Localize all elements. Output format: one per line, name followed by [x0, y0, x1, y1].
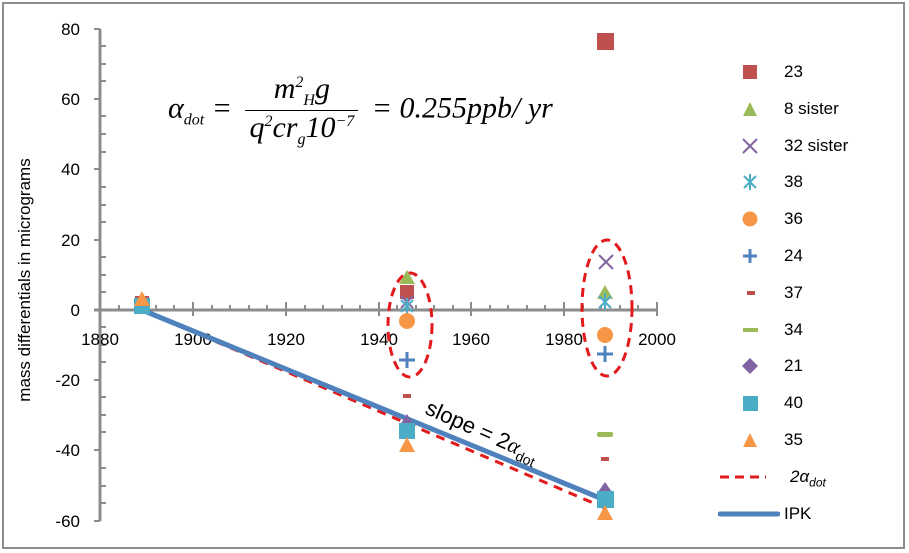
- legend-item-2-alpha-dot: 2αdot: [718, 465, 888, 502]
- triangle-marker-icon: [743, 101, 757, 116]
- marker-21: [400, 414, 414, 425]
- square-marker-icon: [743, 65, 757, 79]
- legend-item-ipk: IPK: [718, 502, 888, 539]
- marker-38: [598, 293, 612, 310]
- svg-text:1980: 1980: [545, 330, 583, 349]
- svg-text:40: 40: [61, 160, 80, 179]
- marker-40: [597, 491, 614, 508]
- cluster-ellipse-1946: [386, 271, 434, 379]
- marker-8-sister: [597, 285, 613, 299]
- legend-item-37: 37: [718, 281, 888, 318]
- svg-text:0: 0: [71, 301, 80, 320]
- diamond-marker-icon: [742, 358, 758, 375]
- legend-item-38: 38: [718, 170, 888, 207]
- svg-text:1960: 1960: [452, 330, 490, 349]
- square-marker-icon: [743, 396, 758, 412]
- legend-item-21: 21: [718, 354, 888, 391]
- marker-34: [597, 432, 613, 437]
- svg-text:1940: 1940: [360, 330, 398, 349]
- svg-text:60: 60: [61, 90, 80, 109]
- legend-item-8-sister: 8 sister: [718, 97, 888, 134]
- svg-text:1880: 1880: [81, 330, 119, 349]
- dashed-line-icon: [720, 475, 766, 479]
- legend-item-32-sister: 32 sister: [718, 134, 888, 171]
- points-1946: [399, 270, 415, 452]
- marker-35: [597, 505, 613, 520]
- points-1989: [597, 33, 614, 520]
- marker-35: [134, 291, 150, 306]
- marker-21: [598, 482, 612, 492]
- y-axis-label: mass differentials in micrograms: [15, 158, 34, 402]
- long-dash-marker-icon: [743, 327, 758, 332]
- points-1889: [134, 291, 150, 314]
- legend-item-35: 35: [718, 428, 888, 465]
- marker-40: [399, 423, 415, 439]
- marker-37: [601, 457, 609, 461]
- solid-line-icon: [718, 511, 780, 517]
- legend: 23 8 sister 32 sister 38 36 24 37 34 21 …: [718, 60, 888, 538]
- legend-item-24: 24: [718, 244, 888, 281]
- cluster-ellipse-1989: [580, 238, 634, 378]
- legend-item-34: 34: [718, 318, 888, 355]
- marker-38: [400, 298, 414, 314]
- svg-text:2000: 2000: [638, 330, 676, 349]
- asterisk-marker-icon: [743, 174, 757, 191]
- marker-36: [399, 313, 415, 329]
- legend-item-23: 23: [718, 60, 888, 97]
- plus-marker-icon: [743, 248, 757, 263]
- y-tick-labels: 80 60 40 20 0 -20 -40 -60: [55, 20, 80, 531]
- x-tick-labels: 1880 1900 1920 1940 1960 1980 2000: [81, 330, 676, 349]
- marker-35: [399, 437, 415, 452]
- short-dash-marker-icon: [747, 290, 755, 295]
- marker-32-sister: [598, 254, 614, 270]
- svg-text:-20: -20: [55, 371, 80, 390]
- y-ticks: [94, 28, 106, 522]
- svg-text:80: 80: [61, 20, 80, 39]
- ipk-line: [141, 307, 606, 503]
- circle-marker-icon: [742, 211, 758, 227]
- marker-8-sister: [399, 270, 415, 284]
- svg-text:-60: -60: [55, 512, 80, 531]
- marker-23: [400, 285, 414, 299]
- marker-23: [597, 33, 614, 50]
- x-marker-icon: [742, 137, 758, 154]
- svg-text:-40: -40: [55, 441, 80, 460]
- svg-text:20: 20: [61, 231, 80, 250]
- triangle-marker-icon: [743, 432, 757, 447]
- legend-item-36: 36: [718, 207, 888, 244]
- svg-text:1920: 1920: [267, 330, 305, 349]
- legend-item-40: 40: [718, 391, 888, 428]
- marker-37: [403, 394, 411, 398]
- alpha-dot-formula: αdot = m2Hg q2crg10−7 = 0.255ppb/ yr: [168, 72, 553, 148]
- marker-24: [399, 352, 415, 368]
- marker-24: [597, 346, 613, 362]
- marker-36: [597, 327, 613, 343]
